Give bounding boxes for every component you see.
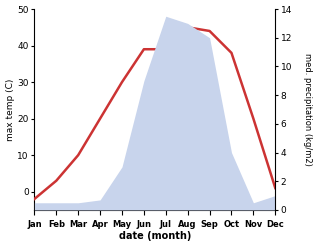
X-axis label: date (month): date (month)	[119, 231, 191, 242]
Y-axis label: med. precipitation (kg/m2): med. precipitation (kg/m2)	[303, 53, 313, 166]
Y-axis label: max temp (C): max temp (C)	[5, 78, 15, 141]
